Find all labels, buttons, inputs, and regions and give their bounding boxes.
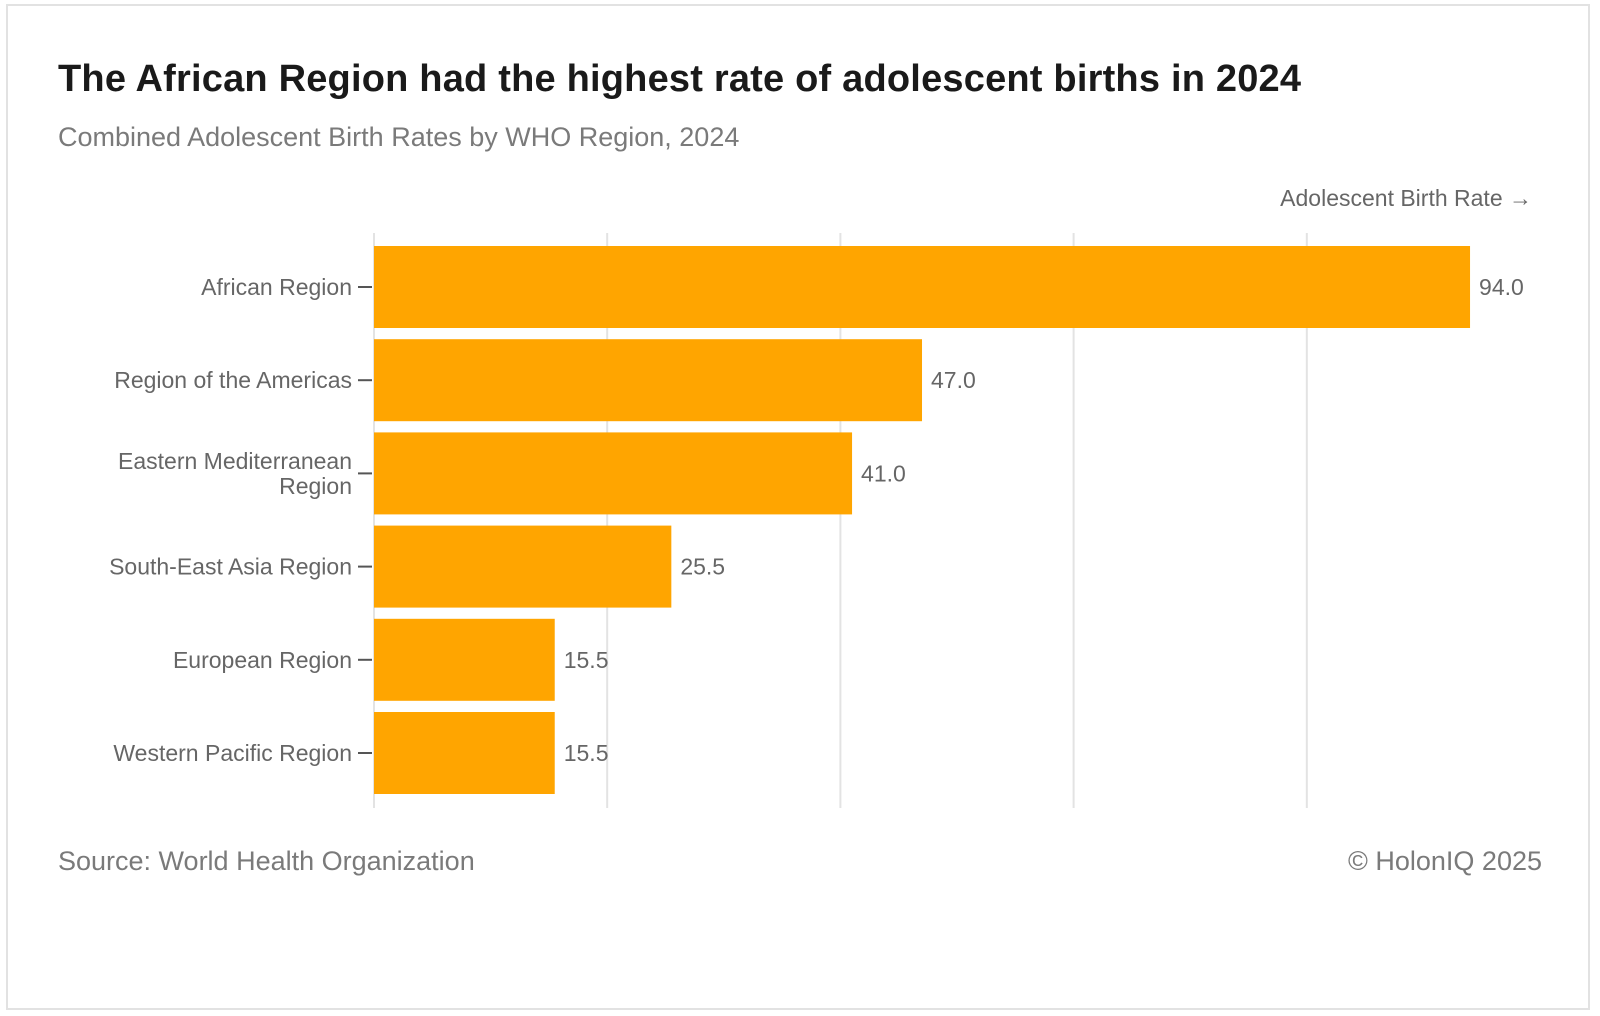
chart-subtitle: Combined Adolescent Birth Rates by WHO R… [58, 122, 740, 152]
value-label-3: 25.5 [680, 554, 725, 580]
category-label-1: Region of the Americas [114, 367, 352, 393]
x-axis-label: Adolescent Birth Rate → [1280, 185, 1532, 211]
category-label-3: South-East Asia Region [109, 554, 352, 580]
chart-title: The African Region had the highest rate … [58, 58, 1302, 100]
source-note: Source: World Health Organization [58, 846, 475, 876]
bar-0 [374, 246, 1471, 328]
value-label-5: 15.5 [564, 740, 609, 766]
value-label-1: 47.0 [931, 367, 976, 393]
bar-4 [374, 618, 555, 701]
value-label-4: 15.5 [564, 647, 609, 673]
bar-1 [374, 339, 923, 422]
bars: 94.0 47.0 41.0 25.5 15.5 15.5 [374, 246, 1524, 794]
bar-5 [374, 712, 555, 794]
category-label-0: African Region [201, 274, 352, 300]
value-label-2: 41.0 [861, 460, 906, 486]
value-label-0: 94.0 [1479, 274, 1524, 300]
bar-3 [374, 525, 672, 608]
bar-2 [374, 432, 853, 515]
category-labels: African Region Region of the Americas East… [109, 274, 372, 766]
category-label-5: Western Pacific Region [113, 740, 352, 766]
category-label-4: European Region [173, 647, 352, 673]
copyright-note: © HolonIQ 2025 [1347, 846, 1542, 876]
category-label-2-line-1: Region [279, 473, 352, 499]
category-label-2-line-0: Eastern Mediterranean [118, 448, 352, 474]
